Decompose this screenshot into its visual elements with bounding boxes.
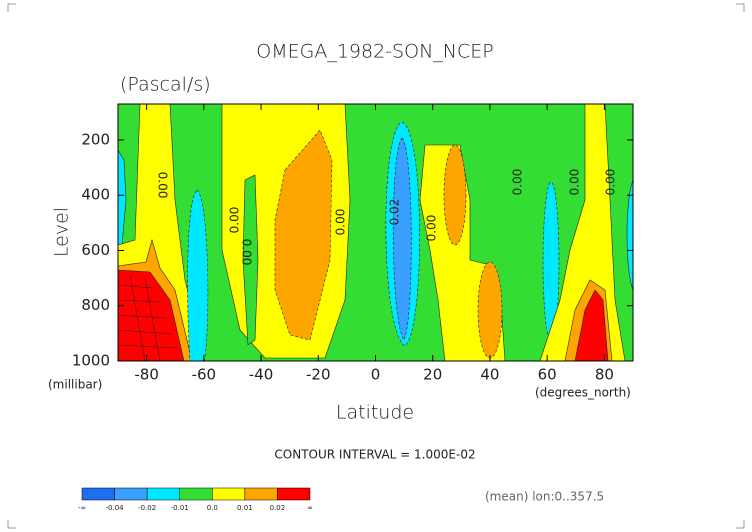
x-tick-label: 60 [538, 366, 557, 384]
contour-label: 0.00 [425, 215, 439, 242]
contour-label: 0.00 [568, 169, 582, 196]
contour-interval: CONTOUR INTERVAL = 1.000E-02 [274, 448, 475, 462]
x-tick-label: 0 [371, 366, 381, 384]
contour-region [392, 137, 412, 341]
chart-subtitle: (Pascal/s) [120, 74, 211, 96]
x-tick-label: 40 [480, 366, 499, 384]
colorbar-swatch [212, 487, 246, 501]
colorbar-label: ∞ [307, 504, 313, 512]
contour-label: 0.00 [604, 169, 618, 196]
x-tick-label: -20 [306, 366, 331, 384]
colorbar-swatch [81, 487, 115, 501]
x-axis-units: (degrees_north) [535, 386, 631, 400]
contour-field [118, 104, 633, 361]
contour-region [118, 269, 185, 361]
colorbar-swatch [114, 487, 148, 501]
contour-region [187, 189, 209, 361]
colorbar-swatch [244, 487, 278, 501]
colorbar-swatch [277, 487, 311, 501]
colorbar-swatch [146, 487, 180, 501]
y-tick-label: 400 [81, 186, 110, 204]
colorbar-label: 0.02 [270, 504, 286, 512]
x-tick-label: -60 [192, 366, 217, 384]
x-axis-label: Latitude [336, 402, 414, 424]
colorbar-label: -0.02 [138, 504, 156, 512]
contour-region [118, 149, 127, 246]
contour-region [626, 179, 633, 291]
colorbar-label: 0.0 [207, 504, 218, 512]
y-axis-label: Level [51, 207, 73, 257]
contour-label: 0.00 [511, 169, 525, 196]
y-tick-label: 1000 [72, 352, 110, 370]
contour-label: 0.00 [228, 207, 242, 234]
colorbar-label: -0.04 [106, 504, 125, 512]
contour-region [477, 261, 503, 359]
contour-label: 0.00 [240, 239, 254, 266]
contour-line [118, 274, 179, 361]
contour-region [274, 129, 333, 341]
colorbar-label: -∞ [78, 504, 86, 512]
x-tick-label: -40 [249, 366, 274, 384]
colorbar-label: -0.01 [171, 504, 189, 512]
contour-region [242, 174, 259, 346]
x-tick-label: 80 [595, 366, 614, 384]
contour-region [574, 289, 609, 361]
x-tick-label: 20 [423, 366, 442, 384]
corner-marks [7, 3, 745, 529]
contour-region [443, 144, 467, 246]
mean-note: (mean) lon:0..357.5 [485, 490, 604, 504]
contour-label: 0.00 [334, 209, 348, 236]
y-tick-label: 200 [81, 130, 110, 148]
y-tick-label: 800 [81, 296, 110, 314]
colorbar-swatch [179, 487, 213, 501]
colorbar-label: 0.01 [237, 504, 253, 512]
contour-label: 0.00 [156, 172, 170, 199]
x-tick-label: -80 [134, 366, 159, 384]
y-axis-units: (millibar) [48, 378, 102, 392]
chart-title: OMEGA_1982-SON_NCEP [256, 41, 493, 63]
contour-labels: 0.00 0.00 0.00 0.00 0.02 0.00 0.00 0.00 … [156, 169, 618, 266]
y-tick-label: 600 [81, 241, 110, 259]
contour-label: 0.02 [388, 199, 402, 226]
